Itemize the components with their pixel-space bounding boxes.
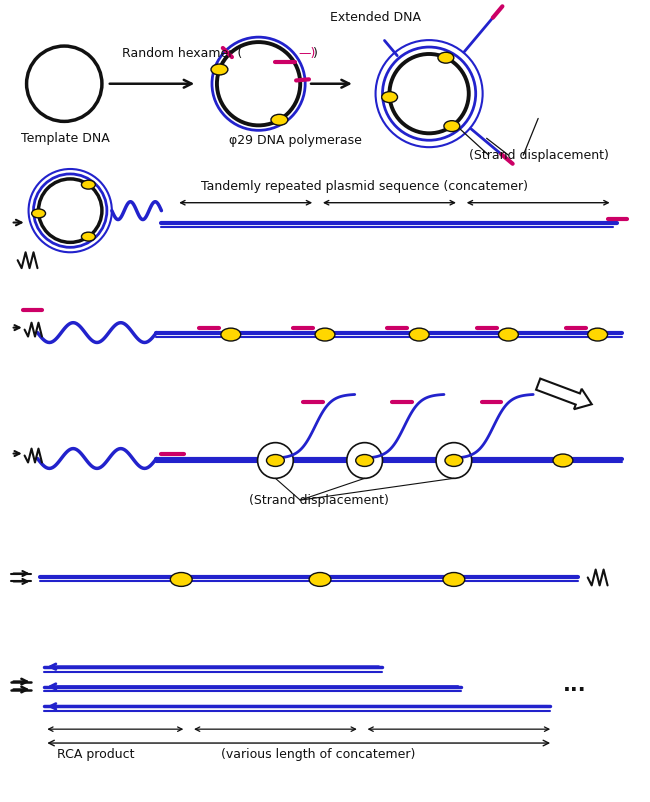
Ellipse shape <box>445 455 463 467</box>
Ellipse shape <box>170 573 192 587</box>
Circle shape <box>389 55 469 134</box>
Text: Random hexamer (: Random hexamer ( <box>122 47 242 60</box>
Ellipse shape <box>221 329 240 342</box>
Ellipse shape <box>553 455 573 468</box>
Ellipse shape <box>81 233 96 241</box>
Ellipse shape <box>356 455 374 467</box>
Ellipse shape <box>588 329 608 342</box>
Circle shape <box>217 43 300 126</box>
Ellipse shape <box>81 181 96 190</box>
Text: (Strand displacement): (Strand displacement) <box>469 149 608 162</box>
Text: φ29 DNA polymerase: φ29 DNA polymerase <box>229 134 361 147</box>
Ellipse shape <box>382 92 398 103</box>
Ellipse shape <box>443 573 465 587</box>
Ellipse shape <box>315 329 335 342</box>
Circle shape <box>436 443 472 479</box>
Text: (Strand displacement): (Strand displacement) <box>249 493 389 507</box>
Circle shape <box>257 443 293 479</box>
Circle shape <box>27 47 102 122</box>
Circle shape <box>347 443 382 479</box>
Text: —): —) <box>298 47 316 60</box>
Text: ): ) <box>313 47 318 60</box>
Ellipse shape <box>444 122 460 132</box>
FancyArrow shape <box>536 379 592 410</box>
Ellipse shape <box>438 53 454 64</box>
Text: (various length of concatemer): (various length of concatemer) <box>221 747 415 760</box>
Ellipse shape <box>32 209 46 219</box>
Text: Template DNA: Template DNA <box>21 132 109 145</box>
Ellipse shape <box>499 329 518 342</box>
Text: Extended DNA: Extended DNA <box>330 11 421 24</box>
Circle shape <box>38 180 102 243</box>
Ellipse shape <box>271 115 288 126</box>
Text: Tandemly repeated plasmid sequence (concatemer): Tandemly repeated plasmid sequence (conc… <box>201 180 528 192</box>
Ellipse shape <box>410 329 429 342</box>
Ellipse shape <box>266 455 284 467</box>
Ellipse shape <box>309 573 331 587</box>
Text: ...: ... <box>563 674 586 694</box>
Ellipse shape <box>211 65 228 76</box>
Text: RCA product: RCA product <box>57 747 135 760</box>
